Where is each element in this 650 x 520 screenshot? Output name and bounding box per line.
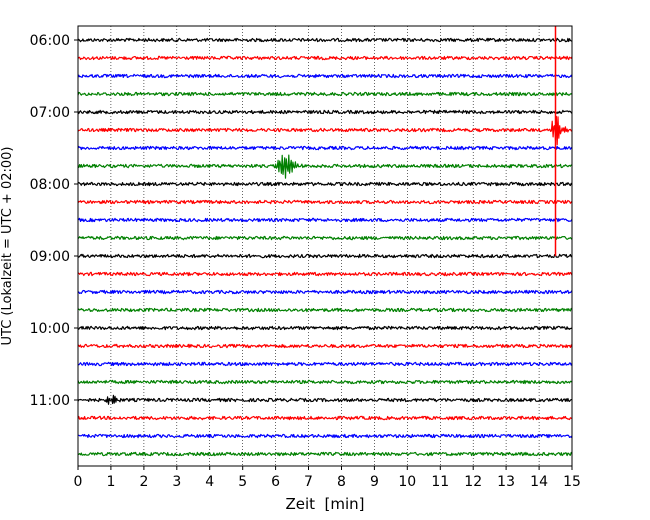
trace-0830 (77, 217, 573, 223)
x-tick-label-9: 9 (370, 474, 379, 490)
y-tick-label-0800: 08:00 (30, 177, 70, 193)
trace-1115 (77, 415, 573, 421)
trace-1000 (77, 325, 573, 331)
trace-1100 (77, 394, 573, 405)
trace-0645 (77, 91, 573, 97)
y-axis-title: UTC (Lokalzeit = UTC + 02:00) (0, 147, 15, 346)
x-tick-label-3: 3 (172, 474, 181, 490)
x-tick-label-1: 1 (106, 474, 115, 490)
trace-0915 (77, 271, 573, 277)
y-tick-label-1100: 11:00 (30, 393, 70, 409)
trace-0700 (77, 109, 573, 115)
x-tick-label-15: 15 (563, 474, 581, 490)
x-tick-label-6: 6 (271, 474, 280, 490)
y-tick-label-0900: 09:00 (30, 249, 70, 265)
trace-0815 (77, 199, 573, 205)
trace-1145 (77, 451, 573, 457)
x-tick-label-10: 10 (398, 474, 416, 490)
trace-0930 (77, 289, 573, 295)
trace-0745 (77, 154, 573, 179)
vertical-gridlines (110, 26, 540, 466)
x-tick-label-5: 5 (238, 474, 247, 490)
trace-0800 (77, 181, 573, 187)
x-axis-title: Zeit [min] (285, 495, 364, 513)
trace-0945 (77, 307, 573, 313)
x-tick-label-7: 7 (304, 474, 313, 490)
x-axis-ticks: 0 1 2 3 4 5 6 7 8 9 10 11 12 13 14 15 (74, 466, 581, 490)
y-tick-label-0700: 07:00 (30, 105, 70, 121)
x-tick-label-12: 12 (464, 474, 482, 490)
x-tick-label-11: 11 (431, 474, 449, 490)
x-tick-label-14: 14 (530, 474, 548, 490)
trace-0600 (77, 37, 573, 43)
x-tick-label-0: 0 (74, 474, 83, 490)
x-tick-label-4: 4 (205, 474, 214, 490)
trace-1130 (77, 433, 573, 439)
x-tick-label-13: 13 (497, 474, 515, 490)
y-tick-label-0600: 06:00 (30, 33, 70, 49)
plot-frame (77, 25, 573, 467)
trace-0845 (77, 235, 573, 241)
trace-1015 (77, 343, 573, 349)
trace-1030 (77, 361, 573, 367)
trace-0615 (77, 55, 573, 61)
x-tick-label-8: 8 (337, 474, 346, 490)
y-axis-ticks: 06:00 07:00 08:00 09:00 10:00 11:00 (30, 33, 78, 409)
trace-1045 (77, 379, 573, 385)
x-tick-label-2: 2 (139, 474, 148, 490)
seismic-traces (77, 37, 573, 457)
trace-0730 (77, 145, 573, 151)
trace-0900 (77, 253, 573, 259)
trace-0715 (77, 115, 573, 146)
trace-0630 (77, 73, 573, 79)
y-tick-label-1000: 10:00 (30, 321, 70, 337)
